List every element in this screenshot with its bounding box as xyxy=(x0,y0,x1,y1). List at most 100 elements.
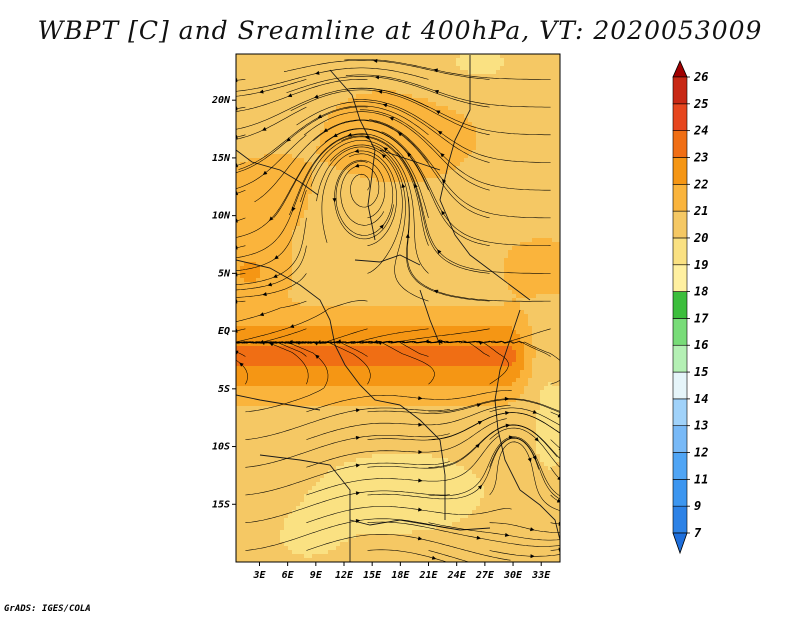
field-cell xyxy=(440,246,445,251)
field-cell xyxy=(280,90,285,95)
field-cell xyxy=(424,122,429,127)
field-cell xyxy=(380,234,385,239)
plot-area xyxy=(235,53,561,563)
field-cell xyxy=(284,274,289,279)
field-cell xyxy=(248,174,253,179)
field-cell xyxy=(284,62,289,67)
field-cell xyxy=(504,98,509,103)
field-cell xyxy=(368,278,373,283)
field-cell xyxy=(524,218,529,223)
field-cell xyxy=(360,210,365,215)
field-cell xyxy=(532,106,537,111)
field-cell xyxy=(360,94,365,99)
field-cell xyxy=(312,246,317,251)
field-cell xyxy=(376,122,381,127)
field-cell xyxy=(328,290,333,295)
field-cell xyxy=(408,226,413,231)
field-cell xyxy=(540,114,545,119)
field-cell xyxy=(364,294,369,299)
field-cell xyxy=(356,138,361,143)
field-cell xyxy=(328,98,333,103)
field-cell xyxy=(380,134,385,139)
field-cell xyxy=(492,70,497,75)
field-cell xyxy=(272,246,277,251)
field-cell xyxy=(360,226,365,231)
field-cell xyxy=(456,246,461,251)
field-cell xyxy=(416,110,421,115)
field-cell xyxy=(348,262,353,267)
field-cell xyxy=(416,138,421,143)
field-cell xyxy=(540,218,545,223)
field-cell xyxy=(308,298,313,303)
field-cell xyxy=(376,266,381,271)
field-cell xyxy=(392,270,397,275)
field-cell xyxy=(356,246,361,251)
field-cell xyxy=(480,102,485,107)
field-cell xyxy=(336,294,341,299)
field-cell xyxy=(392,130,397,135)
field-cell xyxy=(348,138,353,143)
field-cell xyxy=(248,214,253,219)
field-cell xyxy=(276,130,281,135)
field-cell xyxy=(276,94,281,99)
field-cell xyxy=(352,250,357,255)
field-cell xyxy=(444,94,449,99)
field-cell xyxy=(240,78,245,83)
field-cell xyxy=(412,290,417,295)
field-cell xyxy=(528,146,533,151)
field-cell xyxy=(332,210,337,215)
field-cell xyxy=(512,178,517,183)
field-cell xyxy=(436,146,441,151)
field-cell xyxy=(552,182,557,187)
field-cell xyxy=(432,286,437,291)
field-cell xyxy=(300,278,305,283)
field-cell xyxy=(300,90,305,95)
field-cell xyxy=(388,234,393,239)
field-cell xyxy=(452,174,457,179)
field-cell xyxy=(308,158,313,163)
field-cell xyxy=(480,74,485,79)
field-cell xyxy=(468,258,473,263)
field-cell xyxy=(436,258,441,263)
field-cell xyxy=(372,114,377,119)
field-cell xyxy=(456,98,461,103)
field-cell xyxy=(392,218,397,223)
field-cell xyxy=(264,258,269,263)
field-cell xyxy=(392,142,397,147)
field-cell xyxy=(432,82,437,87)
field-cell xyxy=(348,162,353,167)
field-cell xyxy=(276,86,281,91)
field-cell xyxy=(344,190,349,195)
field-cell xyxy=(248,122,253,127)
field-cell xyxy=(400,74,405,79)
field-cell xyxy=(516,202,521,207)
field-cell xyxy=(312,86,317,91)
field-cell xyxy=(440,170,445,175)
field-cell xyxy=(292,178,297,183)
field-cell xyxy=(420,74,425,79)
field-cell xyxy=(276,194,281,199)
field-cell xyxy=(428,194,433,199)
field-cell xyxy=(516,94,521,99)
field-cell xyxy=(328,146,333,151)
field-cell xyxy=(516,134,521,139)
field-cell xyxy=(384,118,389,123)
field-cell xyxy=(480,226,485,231)
field-cell xyxy=(424,162,429,167)
field-cell xyxy=(356,82,361,87)
field-cell xyxy=(460,218,465,223)
field-cell xyxy=(396,158,401,163)
field-cell xyxy=(448,290,453,295)
field-cell xyxy=(264,218,269,223)
field-cell xyxy=(472,242,477,247)
field-cell xyxy=(344,210,349,215)
field-cell xyxy=(524,154,529,159)
field-cell xyxy=(340,222,345,227)
field-cell xyxy=(368,118,373,123)
field-cell xyxy=(256,54,261,59)
field-cell xyxy=(552,218,557,223)
field-cell xyxy=(328,210,333,215)
field-cell xyxy=(252,126,257,131)
field-cell xyxy=(236,122,241,127)
field-cell xyxy=(452,102,457,107)
